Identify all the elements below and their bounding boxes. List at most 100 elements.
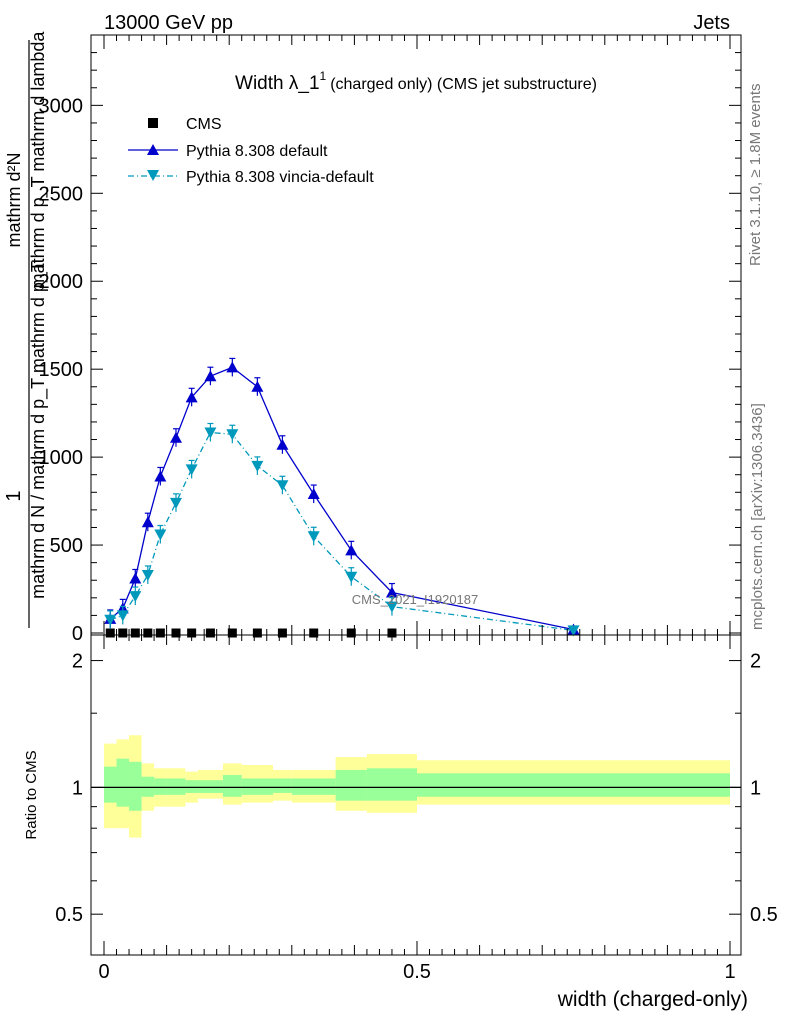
cms-point xyxy=(130,628,140,638)
ratio-band-inner xyxy=(273,778,292,793)
ratio-ytick-label: 0.5 xyxy=(55,904,83,926)
ylabel-denominator: mathrm d N / mathrm d p_T mathrm d p_T xyxy=(28,261,49,599)
cms-point xyxy=(143,628,153,638)
pythia-default-point xyxy=(129,572,142,584)
legend-item-cms: CMS xyxy=(148,116,222,133)
cms-point xyxy=(227,628,237,638)
chart-title-main: Width λ_1 xyxy=(235,73,319,94)
pythia-default-point xyxy=(345,544,358,556)
main-panel: 0 500 1000 1500 2000 2500 3000 CMS_2021_I19201… xyxy=(3,31,742,645)
cms-point xyxy=(252,628,262,638)
cms-point xyxy=(346,628,356,638)
ratio-ylabel: Ratio to CMS xyxy=(23,750,40,839)
chart-title-suffix: (charged only) (CMS jet substructure) xyxy=(330,76,597,93)
mcplots-label: mcplots.cern.ch [arXiv:1306.3436] xyxy=(749,403,766,630)
main-ytick-label: 1500 xyxy=(39,359,84,381)
legend: CMS Pythia 8.308 default Pythia 8.308 vi… xyxy=(128,116,374,186)
cms-point xyxy=(118,628,128,638)
ratio-band-inner xyxy=(129,761,142,811)
cms-point xyxy=(155,628,165,638)
ratio-frame xyxy=(90,634,742,956)
cms-point xyxy=(105,628,115,638)
pythia-default-point xyxy=(204,370,217,382)
ratio-ytick-label-right: 2 xyxy=(750,651,761,673)
legend-marker-pythia-default xyxy=(147,144,159,155)
ratio-ytick-label: 2 xyxy=(72,651,83,673)
ratio-xtick-label: 0 xyxy=(98,961,109,983)
pythia-vincia-point xyxy=(226,429,239,441)
main-ytick-label: 3000 xyxy=(39,95,84,117)
header-right: Jets xyxy=(693,12,730,34)
pythia-vincia-point xyxy=(116,610,129,622)
pythia-vincia-point xyxy=(141,569,154,581)
ratio-band-inner xyxy=(335,769,367,801)
xaxis-label: width (charged-only) xyxy=(557,988,748,1011)
ratio-xtick-label: 1 xyxy=(724,961,735,983)
ratio-band-inner xyxy=(197,780,223,793)
chart-title: Width λ_11 (charged only) (CMS jet substr… xyxy=(235,69,597,94)
ratio-band-inner xyxy=(116,758,130,807)
legend-item-pythia-vincia: Pythia 8.308 vincia-default xyxy=(128,169,374,186)
pythia-default-point xyxy=(185,391,198,403)
pythia-vincia-point xyxy=(385,601,398,613)
ratio-band-inner xyxy=(104,766,117,803)
ratio-band-inner xyxy=(141,776,155,797)
pythia-default-point xyxy=(251,380,264,392)
ratio-band-inner xyxy=(185,780,198,793)
cms-point xyxy=(277,628,287,638)
pythia-default-point xyxy=(226,361,239,373)
cms-point xyxy=(205,628,215,638)
cms-point xyxy=(171,628,181,638)
legend-label-pythia-vincia: Pythia 8.308 vincia-default xyxy=(186,169,374,186)
ratio-band-inner xyxy=(291,778,336,795)
ratio-band-inner xyxy=(154,778,167,795)
pythia-vincia-point xyxy=(345,571,358,583)
legend-label-pythia-default: Pythia 8.308 default xyxy=(186,143,328,160)
pythia-default-point xyxy=(141,516,154,528)
pythia-default-point xyxy=(385,586,398,598)
pythia-vincia-point xyxy=(129,591,142,603)
main-ytick-label: 2500 xyxy=(39,183,84,205)
pythia-vincia-point xyxy=(154,529,167,541)
ratio-band-inner xyxy=(222,774,242,797)
legend-marker-cms xyxy=(148,118,158,128)
ylabel-one: 1 xyxy=(3,490,25,501)
ratio-ytick-label-right: 1 xyxy=(750,777,761,799)
ratio-band-inner xyxy=(241,778,274,795)
main-ticks: 0 500 1000 1500 2000 2500 3000 xyxy=(39,35,741,645)
ratio-band-inner xyxy=(366,768,417,801)
main-ylabel: 1 mathrm d N / mathrm d p_T mathrm d p_T… xyxy=(3,31,49,628)
ylabel-numerator: mathrm d²N xyxy=(4,152,24,247)
main-ytick-label: 0 xyxy=(72,623,83,645)
ratio-ticks: 0 0.5 1 0.5 0.5 1 1 2 2 xyxy=(55,635,778,983)
main-ytick-label: 1000 xyxy=(39,447,84,469)
pythia-vincia-point xyxy=(185,464,198,476)
pythia-default-point xyxy=(307,488,320,500)
pythia-vincia-point xyxy=(204,427,217,439)
ylabel-dptdl: mathrm d p_T mathrm d lambda xyxy=(28,31,49,289)
ratio-band-inner xyxy=(417,773,730,797)
cms-point xyxy=(309,628,319,638)
main-ytick-label: 500 xyxy=(50,535,83,557)
watermark: CMS_2021_I1920187 xyxy=(352,592,479,607)
pythia-vincia-point xyxy=(251,460,264,472)
ratio-panel: 0 0.5 1 0.5 0.5 1 1 2 2 Ratio to CMS width (char… xyxy=(23,634,778,1011)
main-data-layer xyxy=(104,357,580,638)
chart-title-sup: 1 xyxy=(320,69,327,83)
pythia-default-point xyxy=(169,431,182,443)
pythia-vincia-point xyxy=(307,531,320,543)
pythia-default-point xyxy=(276,438,289,450)
rivet-label: Rivet 3.1.10, ≥ 1.8M events xyxy=(747,84,764,267)
legend-item-pythia-default: Pythia 8.308 default xyxy=(128,143,328,160)
pythia-vincia-point xyxy=(276,480,289,492)
ratio-data-layer xyxy=(91,735,741,838)
legend-label-cms: CMS xyxy=(186,116,222,133)
ratio-xtick-label: 0.5 xyxy=(403,961,431,983)
ratio-band-inner xyxy=(166,778,186,795)
header-left: 13000 GeV pp xyxy=(104,12,233,34)
ratio-ytick-label: 1 xyxy=(72,777,83,799)
pythia-vincia-point xyxy=(169,497,182,509)
main-ytick-label: 2000 xyxy=(39,271,84,293)
legend-marker-pythia-vincia xyxy=(147,170,159,181)
